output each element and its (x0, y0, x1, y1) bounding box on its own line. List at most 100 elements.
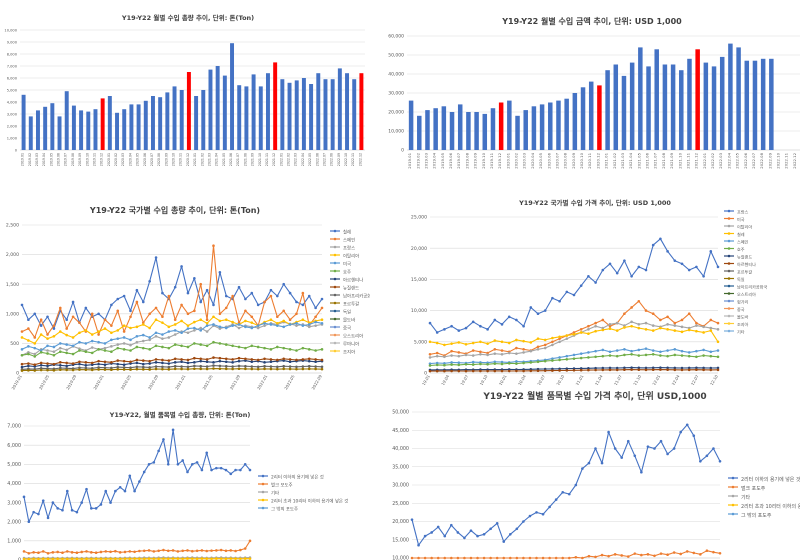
data-point (46, 349, 49, 352)
data-point (78, 366, 81, 369)
data-point (695, 366, 698, 370)
legend-label: 2리터 초과 10리터 이하의 용기에 넣은 것 (271, 498, 348, 505)
data-point (493, 318, 497, 322)
data-point (587, 274, 590, 278)
data-point (147, 557, 151, 560)
data-point (90, 339, 94, 343)
data-point (234, 549, 237, 553)
chart-title: Y19-Y22, 월별 품목별 수입 총량, 단위: 톤(Ton) (109, 410, 251, 419)
data-point (65, 368, 68, 372)
y-tick-label: 5,000 (414, 339, 427, 345)
data-point (450, 523, 453, 527)
legend-label: 스페인 (737, 238, 749, 244)
y-tick-label: 40,000 (392, 446, 409, 452)
x-tick-label: 2022.06 (315, 153, 319, 166)
data-point (161, 291, 164, 295)
x-tick-label: 2020.04 (128, 153, 132, 166)
legend-label: 호주 (737, 247, 745, 252)
data-point (486, 328, 489, 331)
data-point (637, 299, 641, 303)
data-point (129, 338, 132, 342)
data-point (502, 556, 506, 560)
data-point (515, 352, 518, 355)
legend-label: 몰도바 (737, 313, 749, 319)
data-point (615, 354, 619, 358)
data-point (250, 315, 254, 319)
data-point (90, 557, 93, 560)
data-point (128, 550, 132, 553)
data-point (154, 361, 158, 364)
data-point (237, 321, 241, 324)
data-point (193, 276, 196, 280)
data-point (282, 364, 286, 368)
data-point (615, 368, 619, 372)
data-point (594, 368, 597, 372)
data-point (180, 331, 183, 335)
data-point (173, 333, 177, 336)
data-point (205, 321, 209, 325)
data-point (522, 556, 525, 560)
data-point (561, 491, 565, 494)
data-point (41, 550, 45, 553)
data-point (212, 361, 215, 364)
bar (330, 79, 335, 150)
data-point (687, 368, 691, 372)
data-point (307, 325, 311, 329)
data-point (167, 346, 171, 350)
x-tick-label: 2019.11 (92, 153, 96, 166)
data-point (282, 325, 286, 329)
legend-marker (727, 269, 731, 273)
data-point (65, 327, 68, 330)
x-tick-label: 22.01 (651, 374, 661, 385)
data-point (27, 520, 31, 524)
x-tick-label: 2020.06 (546, 152, 551, 168)
data-point (205, 360, 209, 364)
data-point (536, 360, 540, 364)
data-point (218, 367, 222, 371)
data-point (250, 321, 254, 324)
data-point (507, 351, 511, 355)
data-point (579, 367, 583, 370)
data-point (46, 364, 49, 368)
x-tick-label: 2020.10 (579, 152, 584, 168)
data-point (80, 501, 84, 504)
data-point (320, 318, 324, 322)
data-point (51, 551, 55, 554)
data-point (551, 296, 554, 300)
data-point (110, 303, 113, 307)
bar (556, 100, 561, 150)
data-point (199, 343, 203, 346)
data-point (161, 321, 164, 324)
data-point (680, 318, 684, 322)
data-point (543, 343, 547, 347)
data-point (288, 358, 292, 361)
y-tick-label: 2,000 (6, 252, 19, 258)
data-point (244, 319, 247, 323)
data-point (224, 357, 228, 361)
data-point (97, 348, 100, 351)
data-point (587, 356, 590, 359)
bar (638, 47, 643, 150)
data-point (148, 348, 151, 351)
data-point (58, 364, 62, 367)
data-point (154, 256, 158, 259)
y-tick-label: 3,000 (7, 112, 18, 116)
data-point (548, 505, 551, 509)
data-point (705, 454, 709, 458)
x-tick-label: 2019.05 (49, 153, 53, 166)
data-point (666, 328, 669, 331)
data-point (282, 359, 286, 362)
y-tick-label: 6,000 (7, 76, 18, 80)
data-point (181, 549, 184, 553)
data-point (515, 362, 518, 365)
data-point (672, 447, 676, 450)
x-tick-label: 2019.01 (10, 374, 23, 391)
data-point (567, 556, 571, 560)
data-point (608, 262, 612, 266)
data-point (99, 503, 103, 506)
data-point (250, 291, 254, 295)
legend-marker (333, 309, 337, 313)
data-point (237, 323, 241, 326)
data-point (129, 366, 132, 369)
legend-marker (333, 229, 337, 233)
